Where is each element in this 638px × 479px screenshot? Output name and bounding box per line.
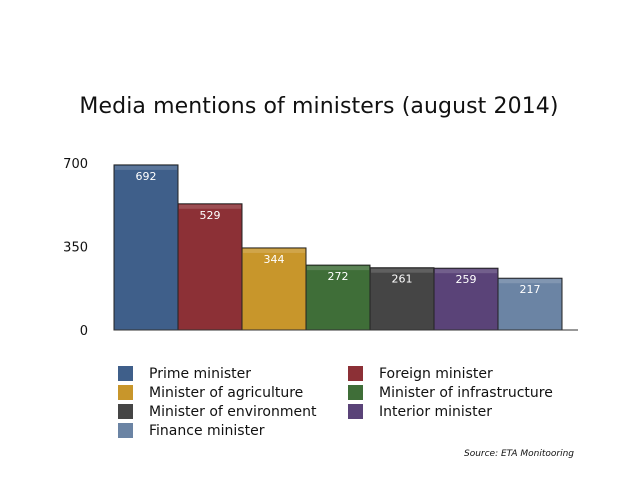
legend-label: Minister of environment [149, 403, 317, 420]
bar-highlight [307, 266, 369, 271]
legend-swatch [118, 385, 133, 400]
legend-item: Finance minister [118, 421, 348, 440]
legend-swatch [118, 404, 133, 419]
legend-item [348, 421, 588, 440]
bar [113, 164, 179, 331]
bar-value-label: 692 [136, 170, 157, 183]
legend-swatch [348, 385, 363, 400]
legend-swatch [118, 366, 133, 381]
legend-label: Interior minister [379, 403, 492, 420]
legend-item: Minister of environment [118, 402, 348, 421]
bar-group: 259 [433, 267, 499, 331]
legend-item: Prime minister [118, 364, 348, 383]
legend-label: Minister of agriculture [149, 384, 304, 401]
bar-value-label: 259 [456, 273, 477, 286]
bar-highlight [499, 279, 561, 284]
bar-group: 261 [369, 267, 435, 331]
bar-group: 344 [241, 247, 307, 331]
bar [305, 264, 371, 331]
bar [497, 277, 563, 331]
legend-label: Prime minister [149, 365, 251, 382]
legend-item: Minister of infrastructure [348, 383, 588, 402]
chart-title: Media mentions of ministers (august 2014… [79, 94, 559, 119]
legend-swatch [348, 366, 363, 381]
bar-highlight [243, 248, 305, 253]
legend-label: Foreign minister [379, 365, 493, 382]
bar [177, 203, 243, 331]
legend-item: Minister of agriculture [118, 383, 348, 402]
bar-highlight [179, 204, 241, 209]
bar [369, 267, 435, 331]
legend-item: Interior minister [348, 402, 588, 421]
bar-value-label: 344 [264, 253, 285, 266]
bar-highlight [435, 269, 497, 274]
legend-label: Finance minister [149, 422, 265, 439]
bar-group: 217 [497, 277, 563, 331]
legend-item: Foreign minister [348, 364, 588, 383]
bar-value-label: 261 [392, 273, 413, 286]
bar-highlight [371, 268, 433, 273]
y-tick-label: 0 [80, 324, 88, 339]
y-tick-label: 700 [63, 157, 88, 172]
y-tick-label: 350 [63, 241, 88, 256]
bar-value-label: 272 [328, 270, 349, 283]
legend-label: Minister of infrastructure [379, 384, 553, 401]
bar-highlight [115, 165, 177, 170]
bar-group: 272 [305, 264, 371, 331]
source-note: Source: ETA Monitooring [463, 449, 574, 459]
bar-group: 529 [177, 203, 243, 331]
bar-value-label: 529 [200, 209, 221, 222]
bar [433, 267, 499, 331]
legend-swatch [118, 423, 133, 438]
bar-group: 692 [113, 164, 179, 331]
legend-swatch [348, 404, 363, 419]
bar-value-label: 217 [520, 283, 541, 296]
legend: Prime minister Foreign minister Minister o… [118, 364, 588, 440]
